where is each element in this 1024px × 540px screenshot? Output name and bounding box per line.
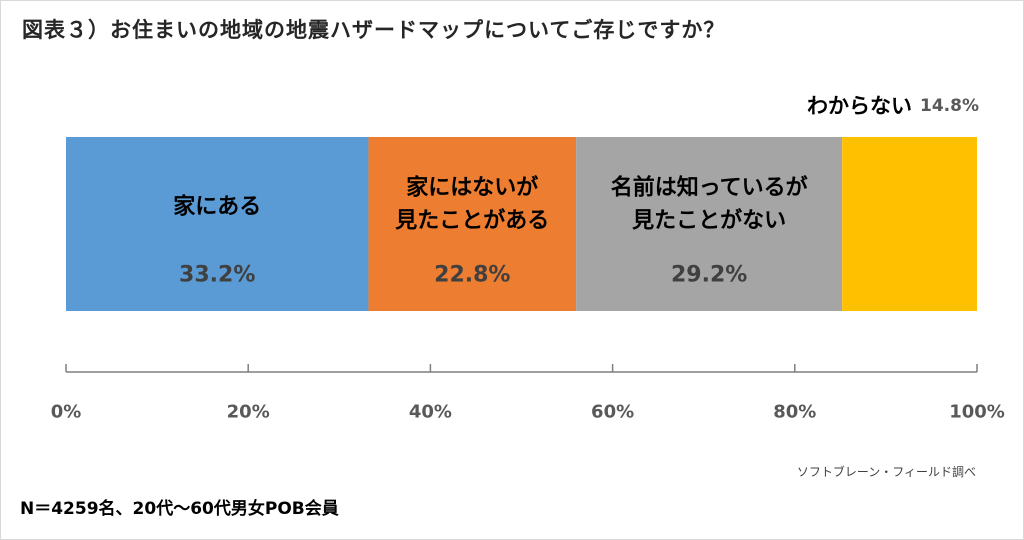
- x-tick-label-4: 60%: [591, 402, 634, 423]
- chart-title: 図表３）お住まいの地域の地震ハザードマップについてご存じですか？: [22, 18, 726, 42]
- x-tick-label-3: 40%: [409, 402, 452, 423]
- segment-label-2-line-2: 見たことがある: [395, 208, 549, 234]
- bar-segment-3: [576, 137, 843, 311]
- x-tick-label-6: 100%: [949, 402, 1005, 423]
- source-credit: ソフトブレーン・フィールド調べ: [796, 465, 976, 479]
- x-tick-label-5: 80%: [773, 402, 816, 423]
- bar-segment-2: [368, 137, 577, 311]
- segment-label-3-line-2: 見たことがない: [632, 208, 786, 234]
- segment-label-1: 家にある: [173, 194, 261, 220]
- bar-segment-4: [842, 137, 977, 311]
- value-label-2: 22.8%: [434, 263, 510, 288]
- segment-label-4: わからない: [807, 94, 912, 118]
- segment-label-3-line-1: 名前は知っているが: [611, 175, 808, 201]
- segment-label-2-line-1: 家にはないが: [406, 175, 538, 201]
- x-tick-label-2: 20%: [227, 402, 270, 423]
- value-label-4: 14.8%: [920, 96, 979, 116]
- x-tick-label-1: 0%: [51, 402, 82, 423]
- sample-note: N＝4259名、20代〜60代男女POB会員: [20, 499, 339, 519]
- value-label-1: 33.2%: [179, 263, 255, 288]
- bar-segment-1: [66, 137, 369, 311]
- value-label-3: 29.2%: [671, 263, 747, 288]
